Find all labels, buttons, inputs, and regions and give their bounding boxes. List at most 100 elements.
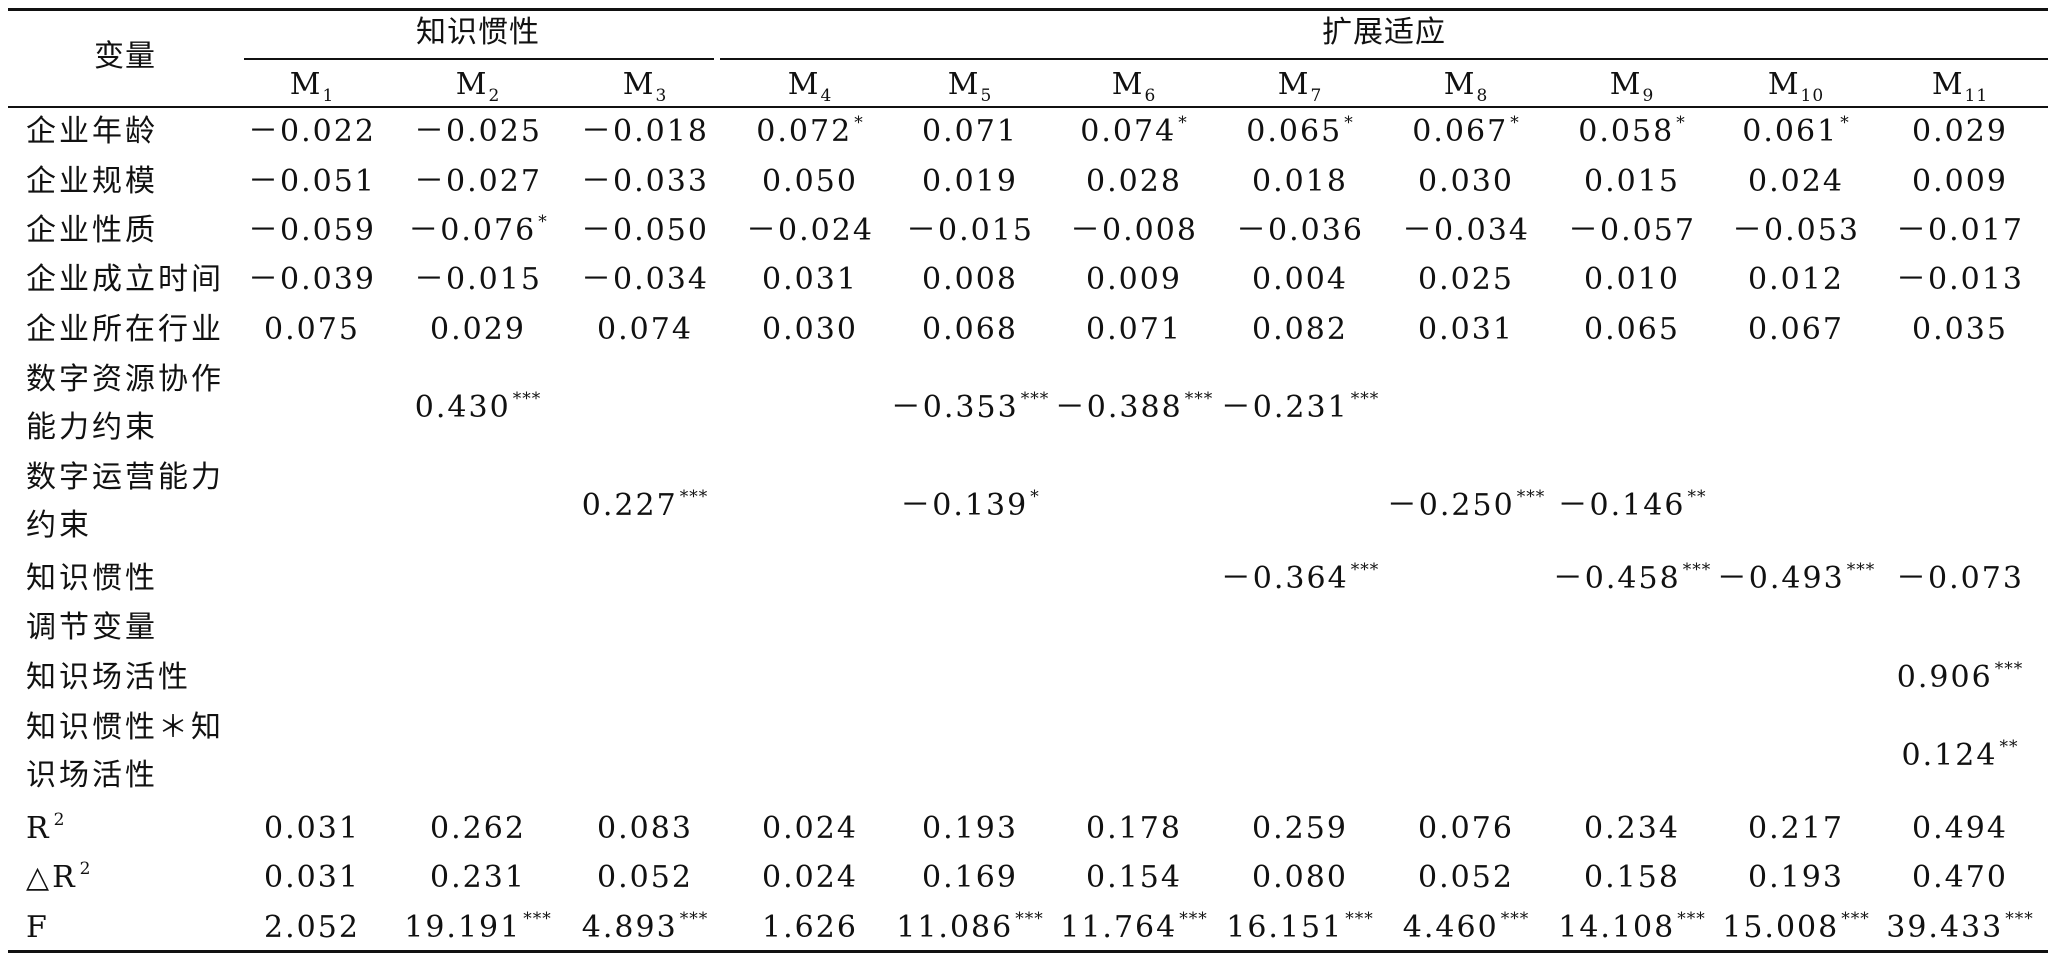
significance-stars: *: [1178, 113, 1188, 133]
model-subscript: 1: [322, 86, 335, 106]
cell-value: －0.024: [746, 213, 874, 248]
table-cell: 19.191 ***: [404, 911, 551, 943]
model-letter: M: [289, 67, 322, 102]
table-cell: 0.008: [922, 265, 1018, 295]
row-label-line: 数字资源协作: [26, 362, 224, 397]
table-cell: 15.008 ***: [1722, 911, 1869, 943]
model-header: M4: [787, 67, 833, 105]
cell-value: 0.052: [1418, 860, 1514, 895]
table-cell: 0.065: [1584, 315, 1680, 345]
table-cell: 0.019: [922, 167, 1018, 197]
table-cell: －0.057: [1568, 216, 1696, 246]
cell-value: 0.074: [1080, 114, 1177, 149]
cell-value: －0.017: [1896, 213, 2024, 248]
cell-value: 0.004: [1252, 262, 1348, 297]
table-cell: －0.033: [581, 167, 709, 197]
cell-value: 4.893: [581, 910, 678, 945]
table-cell: －0.022: [248, 117, 376, 147]
model-header: M3: [622, 67, 668, 105]
cell-value: 0.071: [922, 114, 1018, 149]
table-cell: 0.169: [922, 863, 1018, 893]
row-label-text: 企业所在行业: [26, 312, 224, 347]
cell-value: 11.764: [1060, 910, 1178, 945]
cell-value: －0.036: [1236, 213, 1364, 248]
table-cell: 4.893 ***: [581, 910, 708, 945]
cell-value: 0.031: [264, 860, 360, 895]
cell-value: －0.139: [900, 488, 1029, 523]
row-label-line: 约束: [26, 508, 92, 543]
table-cell: 0.058 *: [1578, 115, 1685, 147]
table-cell: 0.065 *: [1246, 115, 1353, 147]
cell-value: 0.072: [756, 114, 853, 149]
table-cell: 0.259: [1252, 814, 1348, 844]
row-label-line: 数字运营能力: [26, 460, 224, 495]
model-letter: M: [787, 67, 820, 102]
cell-value: 0.158: [1584, 860, 1680, 895]
table-cell: 0.231: [430, 863, 526, 893]
significance-stars: ***: [1841, 909, 1870, 929]
table-cell: －0.039: [248, 265, 376, 295]
significance-stars: ***: [679, 909, 709, 929]
cell-value: －0.033: [581, 164, 709, 199]
table-cell: 0.906 ***: [1896, 660, 2023, 695]
significance-stars: ***: [1179, 909, 1208, 929]
cell-value: －0.039: [248, 262, 376, 297]
cell-value: 0.031: [264, 811, 360, 846]
header-rule: [8, 106, 2048, 108]
table-cell: －0.050: [581, 216, 709, 246]
model-letter: M: [622, 67, 655, 102]
cell-value: 0.169: [922, 860, 1018, 895]
cell-value: －0.364: [1220, 561, 1349, 596]
table-cell: 0.050: [762, 167, 858, 197]
significance-stars: *: [1510, 113, 1520, 133]
model-subscript: 11: [1964, 86, 1989, 106]
row-label-line: 识场活性: [26, 758, 158, 793]
cell-value: 0.227: [581, 488, 678, 523]
model-header: M9: [1610, 70, 1655, 105]
cell-value: 0.024: [762, 860, 858, 895]
significance-stars: ***: [1846, 560, 1876, 580]
cell-value: 0.906: [1896, 660, 1993, 695]
model-subscript: 8: [1476, 86, 1489, 106]
significance-stars: ***: [1682, 560, 1712, 580]
cell-value: 0.494: [1912, 811, 2008, 846]
cell-value: －0.051: [248, 164, 376, 199]
model-header: M7: [1278, 70, 1323, 105]
table-cell: 0.470: [1912, 863, 2008, 893]
cell-value: －0.053: [1732, 213, 1860, 248]
cell-value: 0.259: [1252, 811, 1348, 846]
cell-value: 0.178: [1086, 811, 1182, 846]
row-label-text: 调节变量: [26, 610, 158, 645]
row-label-text: 企业规模: [26, 164, 158, 199]
table-cell: －0.017: [1896, 216, 2024, 246]
group-rule-inertia: [244, 58, 714, 60]
cell-value: －0.013: [1896, 262, 2024, 297]
cell-value: －0.034: [1402, 213, 1530, 248]
cell-value: 4.460: [1402, 910, 1499, 945]
model-letter: M: [1111, 67, 1144, 102]
table-cell: 0.076: [1418, 814, 1514, 844]
cell-value: 0.018: [1252, 164, 1348, 199]
table-cell: 0.178: [1086, 814, 1182, 844]
significance-stars: **: [1687, 487, 1707, 507]
table-cell: 0.009: [1086, 265, 1182, 295]
table-cell: 0.031: [1418, 315, 1514, 345]
cell-value: 0.008: [922, 262, 1018, 297]
cell-value: 0.030: [1418, 164, 1514, 199]
cell-value: 0.067: [1748, 312, 1844, 347]
table-cell: 0.015: [1584, 167, 1680, 197]
cell-value: －0.018: [581, 114, 709, 149]
row-label: 企业性质: [26, 216, 158, 246]
row-label: 知识场活性: [26, 663, 191, 693]
cell-value: －0.231: [1220, 390, 1349, 425]
model-subscript: 7: [1310, 86, 1323, 106]
significance-stars: *: [854, 113, 864, 133]
model-subscript: 4: [820, 86, 833, 106]
cell-value: 0.074: [597, 312, 693, 347]
table-cell: 0.035: [1912, 315, 2008, 345]
model-letter: M: [1767, 67, 1800, 102]
model-subscript: 2: [488, 86, 501, 106]
significance-stars: ***: [2005, 909, 2034, 929]
cell-value: 0.065: [1584, 312, 1680, 347]
significance-stars: ***: [1020, 389, 1050, 409]
